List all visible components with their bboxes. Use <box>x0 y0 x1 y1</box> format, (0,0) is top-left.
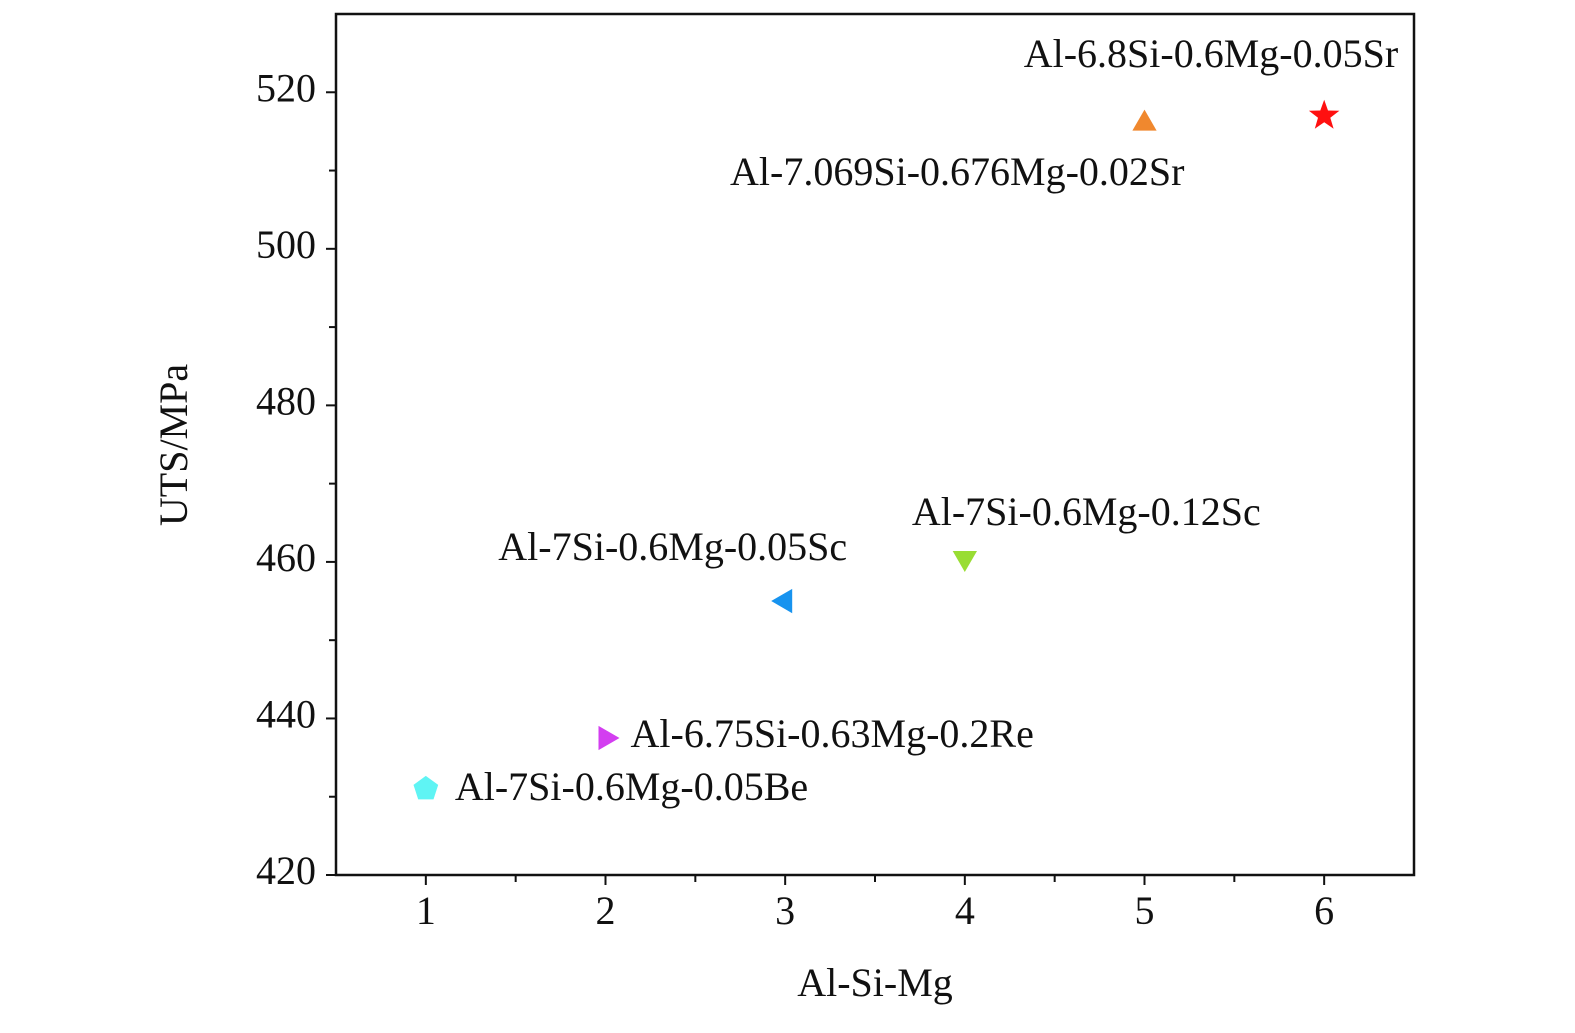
point-label: Al-7Si-0.6Mg-0.05Sc <box>498 524 847 569</box>
y-tick-label: 460 <box>256 535 316 580</box>
point-label: Al-6.8Si-0.6Mg-0.05Sr <box>1024 31 1398 76</box>
point-label: Al-7Si-0.6Mg-0.12Sc <box>912 489 1261 534</box>
y-tick-label: 500 <box>256 222 316 267</box>
point <box>598 725 620 751</box>
y-tick-label: 440 <box>256 692 316 737</box>
point <box>952 551 977 572</box>
x-tick-label: 4 <box>955 888 975 933</box>
point-label: Al-7Si-0.6Mg-0.05Be <box>455 764 808 809</box>
y-tick-label: 480 <box>256 379 316 424</box>
x-tick-label: 3 <box>775 888 795 933</box>
point <box>1308 99 1340 129</box>
point <box>771 588 793 614</box>
y-tick-label: 520 <box>256 65 316 110</box>
point-label: Al-7.069Si-0.676Mg-0.02Sr <box>730 149 1184 194</box>
y-tick-label: 420 <box>256 848 316 893</box>
y-axis-label: UTS/MPa <box>151 364 196 526</box>
point <box>1132 109 1157 131</box>
point-label: Al-6.75Si-0.63Mg-0.2Re <box>631 711 1034 756</box>
point <box>413 775 439 800</box>
x-tick-label: 6 <box>1314 888 1334 933</box>
x-tick-label: 2 <box>596 888 616 933</box>
x-axis-label: Al-Si-Mg <box>797 960 953 1005</box>
x-tick-label: 1 <box>416 888 436 933</box>
x-tick-label: 5 <box>1135 888 1155 933</box>
